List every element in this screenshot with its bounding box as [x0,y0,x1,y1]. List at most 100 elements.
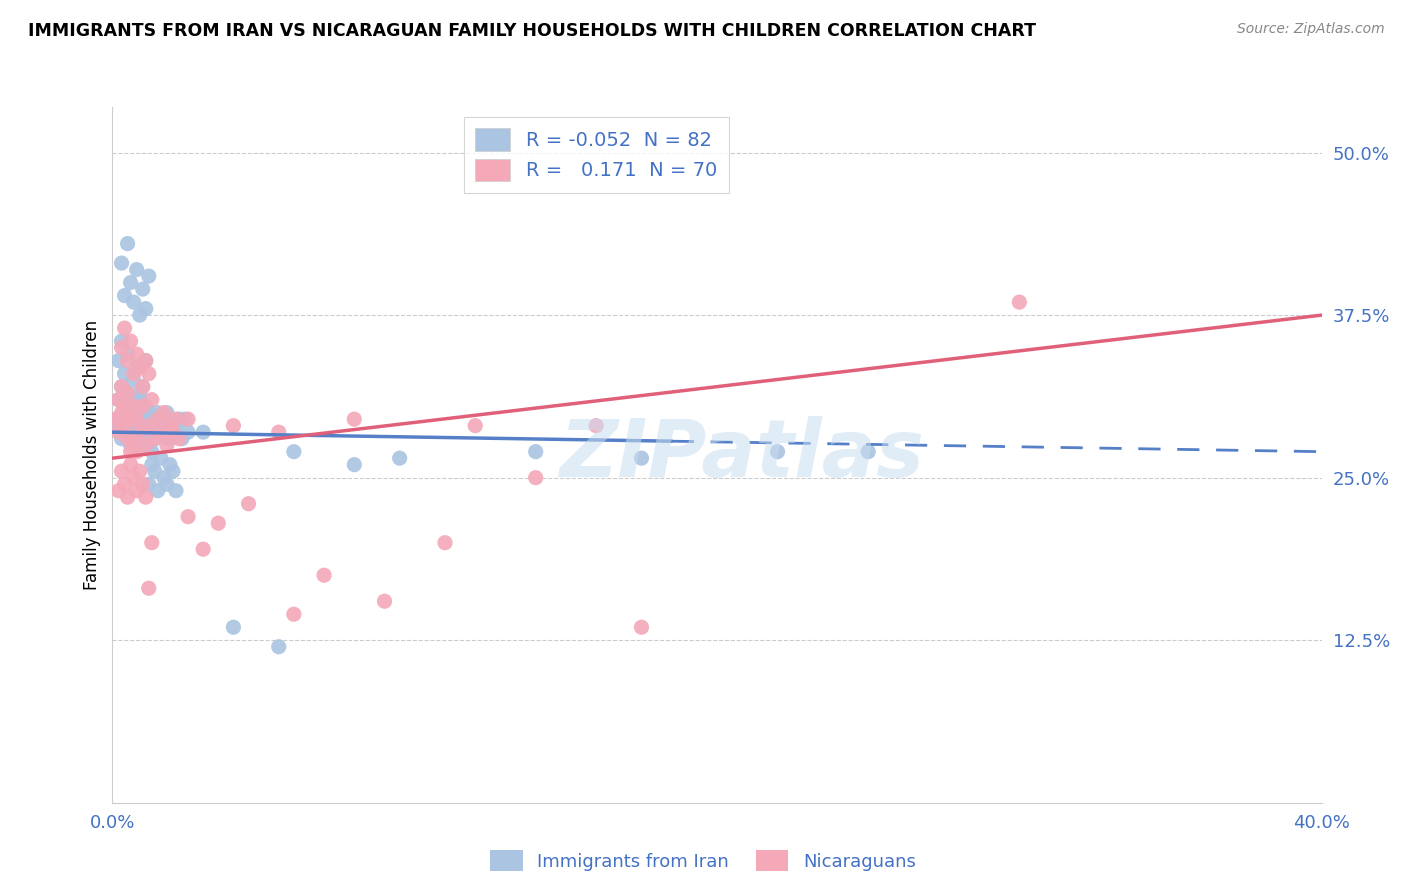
Point [125,347,148,361]
Point [135,490,157,504]
Point [122,432,145,446]
Point [117,347,139,361]
Point [117,386,139,401]
Point [110,341,132,355]
Point [314,568,336,582]
Point [177,412,200,426]
Point [117,386,139,401]
Point [153,412,176,426]
Point [630,620,652,634]
Point [146,412,169,426]
Point [110,334,132,348]
Point [374,594,396,608]
Point [117,432,139,446]
Point [156,477,179,491]
Point [143,432,166,446]
Point [107,412,129,426]
Point [114,321,136,335]
Point [122,295,145,310]
Point [135,353,157,368]
Point [122,399,145,413]
Point [107,353,129,368]
Point [120,458,142,472]
Point [283,607,305,622]
Point [117,412,139,426]
Point [110,379,132,393]
Point [110,379,132,393]
Point [856,444,880,458]
Point [159,418,181,433]
Point [128,392,150,407]
Point [167,432,190,446]
Point [222,620,245,634]
Point [143,432,166,446]
Point [143,412,166,426]
Point [159,432,181,446]
Point [114,399,136,413]
Point [1008,295,1031,310]
Point [167,412,190,426]
Point [110,406,132,420]
Point [141,418,163,433]
Point [122,367,145,381]
Point [125,406,148,420]
Point [120,438,142,452]
Point [132,432,155,446]
Point [128,360,150,375]
Point [117,406,139,420]
Point [138,477,160,491]
Point [114,412,136,426]
Point [128,425,150,439]
Point [128,308,150,322]
Point [162,464,184,478]
Point [141,444,163,458]
Point [283,444,305,458]
Point [122,471,145,485]
Point [107,483,129,498]
Point [162,425,184,439]
Point [132,379,155,393]
Point [149,425,172,439]
Point [162,425,184,439]
Text: Source: ZipAtlas.com: Source: ZipAtlas.com [1237,22,1385,37]
Point [125,438,148,452]
Point [125,262,148,277]
Point [135,425,157,439]
Point [343,458,366,472]
Point [122,425,145,439]
Point [104,418,127,433]
Legend: R = -0.052  N = 82, R =   0.171  N = 70: R = -0.052 N = 82, R = 0.171 N = 70 [464,117,728,193]
Point [120,412,142,426]
Point [107,392,129,407]
Point [114,399,136,413]
Point [125,412,148,426]
Point [153,406,176,420]
Point [120,392,142,407]
Point [143,464,166,478]
Point [138,367,160,381]
Point [149,425,172,439]
Point [125,444,148,458]
Point [110,432,132,446]
Point [138,418,160,433]
Point [388,451,411,466]
Point [343,412,366,426]
Point [114,288,136,302]
Point [132,412,155,426]
Point [125,360,148,375]
Point [585,418,607,433]
Point [177,509,200,524]
Point [132,399,155,413]
Point [117,353,139,368]
Point [107,392,129,407]
Point [191,425,214,439]
Point [170,432,193,446]
Point [146,406,169,420]
Point [117,236,139,251]
Point [122,399,145,413]
Point [464,418,486,433]
Point [177,425,200,439]
Text: IMMIGRANTS FROM IRAN VS NICARAGUAN FAMILY HOUSEHOLDS WITH CHILDREN CORRELATION C: IMMIGRANTS FROM IRAN VS NICARAGUAN FAMIL… [28,22,1036,40]
Point [156,432,179,446]
Point [159,458,181,472]
